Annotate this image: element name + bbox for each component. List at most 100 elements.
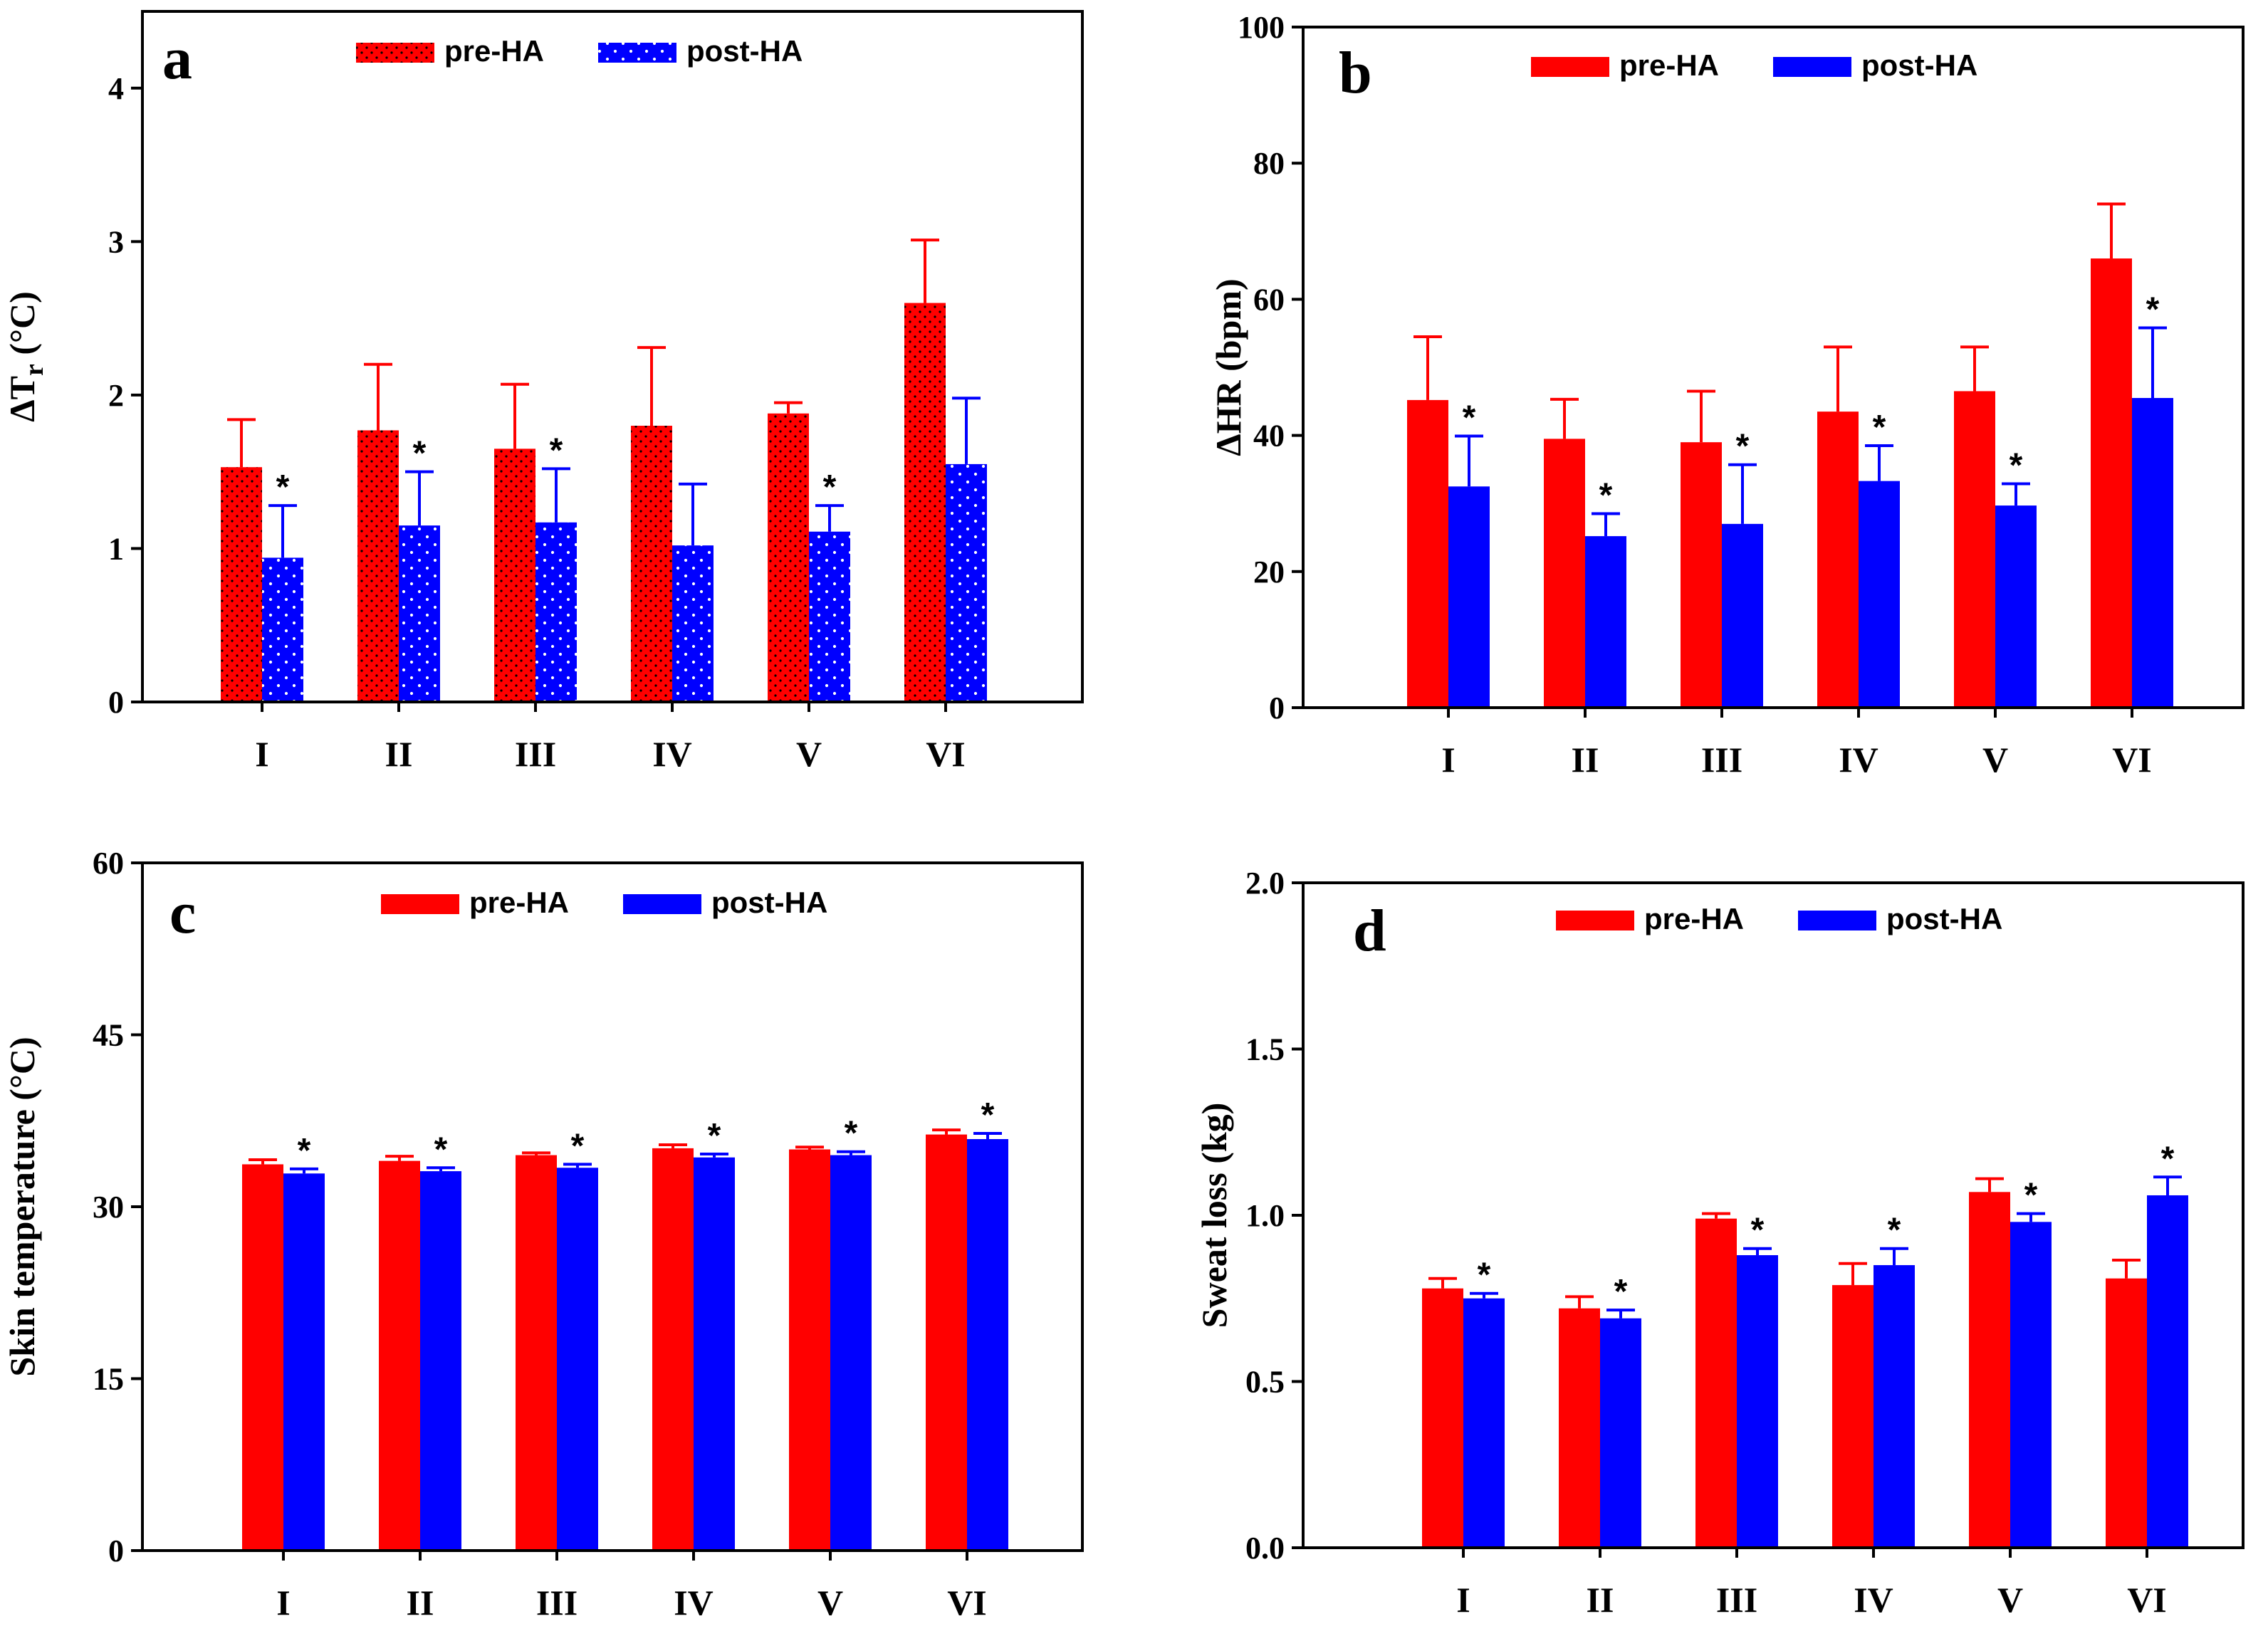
significance-star-VI: *	[2161, 1140, 2175, 1178]
significance-star-IV: *	[1888, 1212, 1901, 1249]
significance-star-V: *	[823, 468, 837, 506]
legend-swatch-pre	[1556, 911, 1634, 930]
x-tick-label-II: II	[1572, 740, 1599, 780]
legend-label-pre: pre-HA	[444, 34, 544, 68]
bar-pre-IV	[1832, 1285, 1874, 1548]
x-tick-label-I: I	[276, 1583, 290, 1622]
x-tick-label-III: III	[536, 1583, 578, 1622]
legend-label-post: post-HA	[1886, 902, 2002, 935]
bar-pre-IV	[652, 1148, 694, 1551]
panel-label-c: c	[169, 880, 196, 946]
bar-pre-I	[242, 1164, 283, 1551]
bar-post-II	[1585, 536, 1626, 708]
significance-star-II: *	[1614, 1273, 1628, 1311]
bar-pattern-pre-I	[221, 467, 262, 702]
y-axis-label: Sweat loss (kg)	[1194, 1103, 1234, 1328]
significance-star-II: *	[434, 1131, 448, 1168]
significance-star-V: *	[845, 1115, 858, 1153]
plot-frame	[1302, 26, 2245, 709]
significance-star-III: *	[571, 1127, 585, 1165]
bar-pattern-pre-II	[357, 430, 399, 702]
bar-pattern-post-V	[809, 531, 850, 702]
bar-pre-VI	[2091, 258, 2132, 708]
x-tick-label-I: I	[1456, 1580, 1470, 1620]
bar-pre-V	[1969, 1192, 2010, 1548]
y-axis-label: ΔTr (°C)	[2, 291, 49, 421]
y-tick-label: 0	[108, 1533, 124, 1568]
legend-swatch-pre	[381, 894, 459, 914]
plot-frame	[141, 10, 1084, 703]
legend-label-pre: pre-HA	[1644, 902, 1744, 935]
x-tick-label-IV: IV	[1854, 1580, 1893, 1620]
chart-panel-b: * I * II * III * IV * V * VI 0 20 40 60 80 100 ΔHR (bpm) b p…	[1208, 10, 2245, 780]
legend-label-post: post-HA	[686, 34, 803, 68]
panel-label-a: a	[162, 26, 192, 92]
panel-label-d: d	[1353, 898, 1386, 964]
bar-post-VI	[2147, 1195, 2188, 1548]
bar-post-I	[1448, 486, 1490, 708]
significance-star-II: *	[1599, 477, 1613, 515]
x-tick-label-VI: VI	[2127, 1580, 2167, 1620]
legend-swatch-pre	[1531, 57, 1609, 77]
x-tick-label-III: III	[1716, 1580, 1757, 1620]
bar-post-IV	[1874, 1265, 1915, 1548]
y-tick-label: 1.5	[1245, 1032, 1285, 1067]
bar-pattern-post-IV	[672, 545, 714, 702]
bar-pattern-post-II	[399, 525, 440, 702]
x-tick-label-VI: VI	[947, 1583, 987, 1622]
bar-post-III	[1722, 523, 1763, 708]
bar-pre-VI	[2106, 1278, 2147, 1548]
x-tick-label-IV: IV	[652, 734, 692, 774]
bar-post-III	[1737, 1255, 1778, 1548]
bar-pattern-pre-VI	[904, 303, 946, 702]
x-tick-label-IV: IV	[674, 1583, 714, 1622]
bar-pattern-pre-IV	[631, 426, 672, 702]
significance-star-III: *	[550, 431, 563, 469]
chart-panel-c: * I * II * III * IV * V * VI 0 15 30 45 60 Skin temperatu…	[2, 846, 1084, 1622]
significance-star-I: *	[298, 1132, 311, 1170]
significance-star-V: *	[2010, 446, 2023, 484]
y-axis-label-unit: (°C)	[2, 291, 42, 364]
legend: pre-HA post-HA	[1556, 902, 2002, 935]
panel-label-b: b	[1339, 40, 1372, 106]
x-tick-label-VI: VI	[926, 734, 966, 774]
y-tick-label: 80	[1253, 146, 1285, 181]
significance-star-III: *	[1736, 428, 1750, 466]
legend-label-pre: pre-HA	[1619, 48, 1719, 82]
significance-star-I: *	[1463, 399, 1476, 437]
bar-post-III	[557, 1168, 598, 1551]
bar-pattern-post-VI	[946, 463, 987, 702]
x-tick-label-III: III	[515, 734, 556, 774]
y-axis-label-unit: (bpm)	[1208, 278, 1248, 380]
legend-swatch-pre-pattern	[356, 43, 434, 63]
y-tick-label: 60	[93, 846, 124, 881]
y-tick-label: 30	[93, 1190, 124, 1225]
y-axis-label-main: ΔHR	[1208, 379, 1248, 456]
legend-swatch-post	[623, 894, 701, 914]
x-tick-label-I: I	[1441, 740, 1455, 780]
y-tick-label: 0	[108, 685, 124, 720]
bar-pre-II	[1544, 439, 1585, 708]
y-tick-label: 1.0	[1245, 1198, 1285, 1233]
y-tick-label: 2	[108, 378, 124, 413]
y-tick-label: 45	[93, 1018, 124, 1053]
x-tick-label-IV: IV	[1839, 740, 1878, 780]
legend-swatch-post-pattern	[598, 43, 676, 63]
significance-star-V: *	[2024, 1177, 2038, 1215]
x-tick-label-I: I	[255, 734, 268, 774]
significance-star-VI: *	[2146, 291, 2160, 329]
bar-post-I	[283, 1173, 325, 1551]
x-tick-label-II: II	[1587, 1580, 1614, 1620]
y-tick-label: 40	[1253, 419, 1285, 453]
bar-post-II	[1600, 1318, 1641, 1548]
x-tick-label-V: V	[817, 1583, 843, 1622]
bar-pattern-post-III	[535, 522, 577, 702]
y-tick-label: 20	[1253, 555, 1285, 589]
bar-post-IV	[694, 1157, 735, 1551]
bar-pre-V	[789, 1149, 830, 1551]
significance-star-I: *	[1478, 1257, 1491, 1294]
bar-post-V	[830, 1155, 872, 1551]
y-tick-label: 0.0	[1245, 1531, 1285, 1566]
bar-pre-II	[379, 1160, 420, 1551]
